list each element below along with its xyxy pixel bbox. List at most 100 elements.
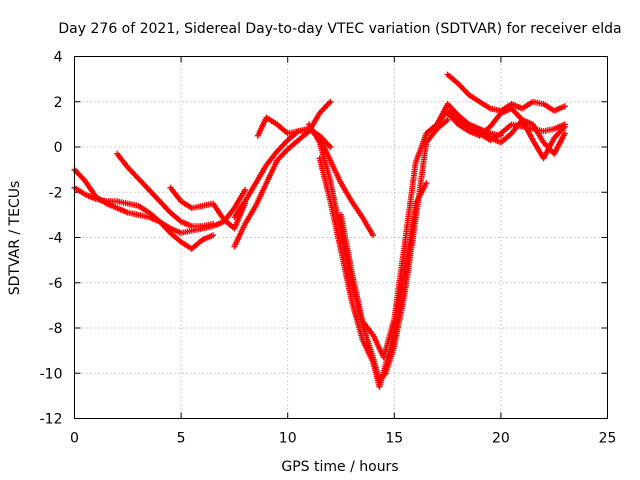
- data-trace: [264, 150, 279, 167]
- x-tick-label: 25: [599, 431, 617, 447]
- data-trace: [73, 185, 87, 197]
- data-trace: [510, 101, 524, 111]
- data-trace: [275, 138, 290, 154]
- data-point: [369, 232, 376, 239]
- data-trace: [296, 129, 311, 142]
- data-trace: [391, 290, 408, 347]
- data-point: [444, 116, 451, 123]
- data-trace: [435, 118, 450, 131]
- data-trace: [243, 204, 258, 226]
- data-trace: [158, 199, 173, 215]
- y-tick-label: -12: [40, 412, 63, 428]
- data-trace: [72, 168, 87, 183]
- data-trace: [457, 122, 471, 133]
- data-trace: [190, 203, 204, 211]
- data-trace: [158, 220, 173, 235]
- data-trace: [243, 182, 258, 203]
- data-trace: [424, 122, 439, 136]
- data-trace: [391, 241, 408, 320]
- data-trace: [275, 122, 290, 136]
- data-trace: [552, 132, 567, 155]
- data-trace: [147, 210, 162, 224]
- data-trace: [328, 159, 344, 185]
- data-trace: [338, 214, 355, 273]
- data-trace: [359, 322, 376, 359]
- data-trace: [147, 188, 162, 203]
- data-trace: [402, 218, 419, 293]
- data-trace: [509, 118, 524, 135]
- data-trace: [179, 219, 193, 229]
- data-trace: [179, 240, 193, 251]
- data-trace: [413, 132, 429, 164]
- data-trace: [391, 268, 408, 334]
- y-tick-label: 0: [54, 140, 63, 156]
- x-tick-label: 15: [385, 431, 403, 447]
- data-trace: [327, 200, 344, 252]
- data-trace: [338, 250, 355, 302]
- x-axis-label: GPS time / hours: [281, 459, 398, 475]
- data-trace: [377, 363, 389, 388]
- data-trace: [253, 163, 269, 185]
- y-tick-label: -6: [49, 276, 63, 292]
- chart-title: Day 276 of 2021, Sidereal Day-to-day VTE…: [58, 21, 621, 37]
- series-arc-11: [444, 71, 568, 114]
- data-trace: [349, 299, 365, 341]
- data-point: [561, 130, 568, 137]
- data-trace: [349, 270, 365, 323]
- data-trace: [553, 104, 567, 113]
- data-trace: [457, 118, 471, 129]
- data-trace: [552, 125, 567, 140]
- data-trace: [169, 210, 183, 224]
- data-point: [561, 103, 568, 110]
- data-trace: [190, 225, 204, 234]
- series-arc-13: [444, 105, 568, 162]
- data-trace: [521, 117, 535, 127]
- data-trace: [137, 204, 151, 215]
- data-trace: [126, 210, 140, 218]
- data-trace: [383, 331, 397, 366]
- data-trace: [381, 318, 397, 359]
- data-trace: [317, 157, 333, 203]
- data-trace: [317, 136, 333, 162]
- y-tick-labels: -12 -10 -8 -6 -4 -2 0 2 4: [40, 50, 63, 428]
- data-point: [423, 180, 430, 187]
- data-trace: [327, 180, 344, 234]
- x-tick-labels: 0 5 10 15 20 25: [70, 431, 616, 447]
- data-trace: [169, 231, 183, 244]
- data-trace: [467, 128, 481, 138]
- x-tick-label: 10: [279, 431, 297, 447]
- data-trace: [360, 338, 376, 364]
- data-point: [242, 186, 249, 193]
- series-arc-14: [476, 116, 568, 157]
- data-trace: [179, 199, 193, 210]
- data-trace: [318, 100, 332, 115]
- y-tick-label: -10: [40, 366, 63, 382]
- y-tick-label: 2: [54, 95, 63, 111]
- data-trace: [286, 138, 300, 151]
- plot-frame: [74, 56, 608, 419]
- data-trace: [489, 135, 503, 145]
- data-trace: [509, 107, 524, 122]
- data-trace: [275, 147, 290, 163]
- data-trace: [445, 111, 460, 126]
- data-trace: [201, 233, 215, 242]
- x-tick-label: 20: [492, 431, 510, 447]
- data-trace: [83, 179, 98, 198]
- data-trace: [499, 131, 513, 145]
- data-trace: [445, 102, 460, 117]
- data-trace: [424, 127, 439, 144]
- data-trace: [255, 116, 269, 137]
- data-trace: [180, 228, 193, 236]
- data-trace: [530, 123, 546, 144]
- data-trace: [190, 238, 204, 251]
- data-trace: [446, 72, 460, 86]
- data-trace: [402, 202, 419, 271]
- data-trace: [542, 102, 556, 113]
- data-trace: [168, 186, 183, 203]
- data-series: [71, 71, 568, 390]
- data-trace: [456, 82, 471, 97]
- data-trace: [478, 127, 492, 140]
- data-trace: [253, 182, 269, 207]
- data-trace: [115, 205, 129, 215]
